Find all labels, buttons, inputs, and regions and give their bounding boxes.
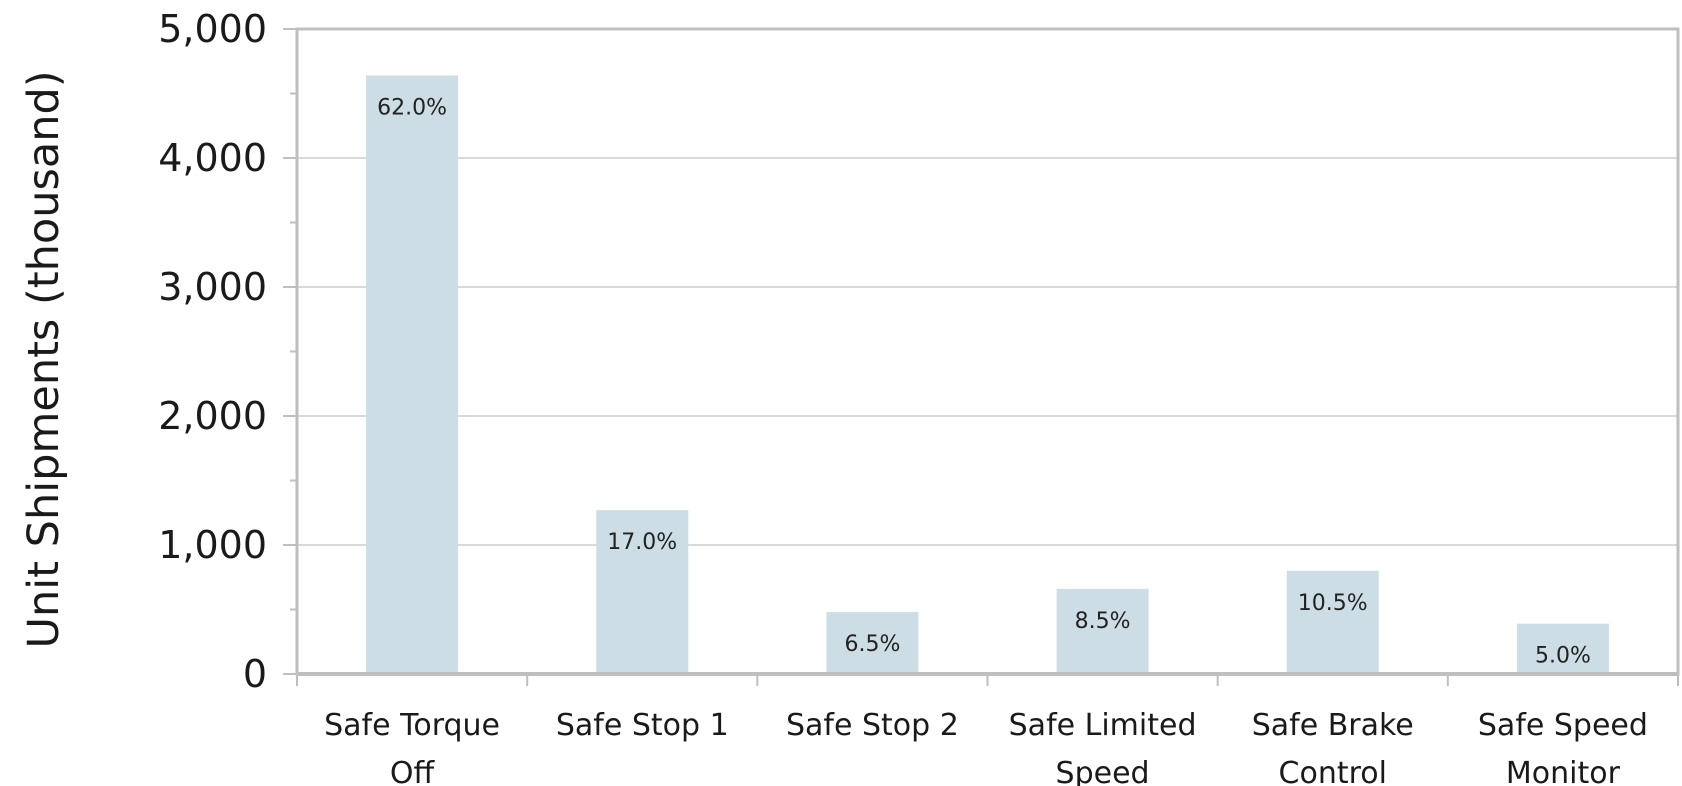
- bar-data-label: 62.0%: [377, 95, 447, 120]
- bars: 62.0% 17.0% 6.5% 8.5% 10.5% 5.0%: [366, 75, 1609, 674]
- bar-data-label: 17.0%: [607, 530, 677, 555]
- bar: [596, 510, 689, 674]
- y-axis-label: Unit Shipments (thousand): [19, 70, 69, 648]
- bar: [1516, 623, 1609, 674]
- gridlines: [297, 157, 1678, 546]
- x-tick-label: Safe Stop 1: [556, 708, 729, 743]
- y-tick-label: 2,000: [158, 394, 267, 438]
- bar-data-label: 10.5%: [1298, 591, 1368, 616]
- bar: [826, 612, 919, 674]
- x-tick-label: Safe Stop 2: [786, 708, 959, 743]
- bar: [1286, 570, 1379, 674]
- y-tick-label: 0: [243, 652, 267, 696]
- x-tick-label: Safe Brake: [1252, 708, 1414, 743]
- x-tick-label: Control: [1279, 756, 1387, 786]
- x-tick-label: Speed: [1056, 756, 1150, 786]
- bar-data-label: 8.5%: [1075, 609, 1131, 634]
- x-tick-label: Off: [390, 756, 436, 786]
- y-tick-label: 3,000: [158, 265, 267, 309]
- bar: [366, 75, 459, 674]
- x-tick-label: Safe Speed: [1478, 708, 1648, 743]
- y-tick-label: 1,000: [158, 523, 267, 567]
- x-axis-labels: Safe Torque Off Safe Stop 1 Safe Stop 2 Safe…: [324, 708, 1648, 786]
- bar-data-label: 5.0%: [1535, 644, 1591, 669]
- plot-frame: [295, 27, 1680, 676]
- y-tick-label: 4,000: [158, 136, 267, 180]
- bar-data-label: 6.5%: [844, 632, 900, 657]
- x-tick-label: Safe Torque: [324, 708, 500, 743]
- x-tick-label: Monitor: [1506, 756, 1621, 786]
- x-axis: [296, 672, 1679, 686]
- y-tick-label: 5,000: [158, 7, 267, 51]
- x-tick-label: Safe Limited: [1009, 708, 1197, 743]
- bar: [1056, 588, 1149, 674]
- y-axis-ticks: 0 1,000 2,000 3,000 4,000 5,000: [158, 7, 297, 696]
